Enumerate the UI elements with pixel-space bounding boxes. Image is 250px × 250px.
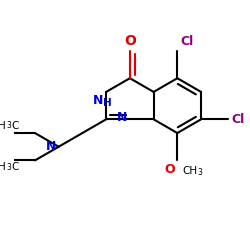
Text: N: N [46,140,56,153]
Text: H: H [0,121,6,131]
Text: 3: 3 [6,163,12,172]
Text: Cl: Cl [231,113,244,126]
Text: O: O [124,34,136,48]
Text: N: N [117,111,127,124]
Text: C: C [11,162,19,172]
Text: 3: 3 [197,168,202,177]
Text: 3: 3 [6,121,12,130]
Text: O: O [164,163,174,176]
Text: C: C [11,121,19,131]
Text: Cl: Cl [180,35,194,48]
Text: H: H [103,98,112,108]
Text: CH: CH [182,166,197,176]
Text: H: H [0,162,6,172]
Text: N: N [93,94,103,107]
